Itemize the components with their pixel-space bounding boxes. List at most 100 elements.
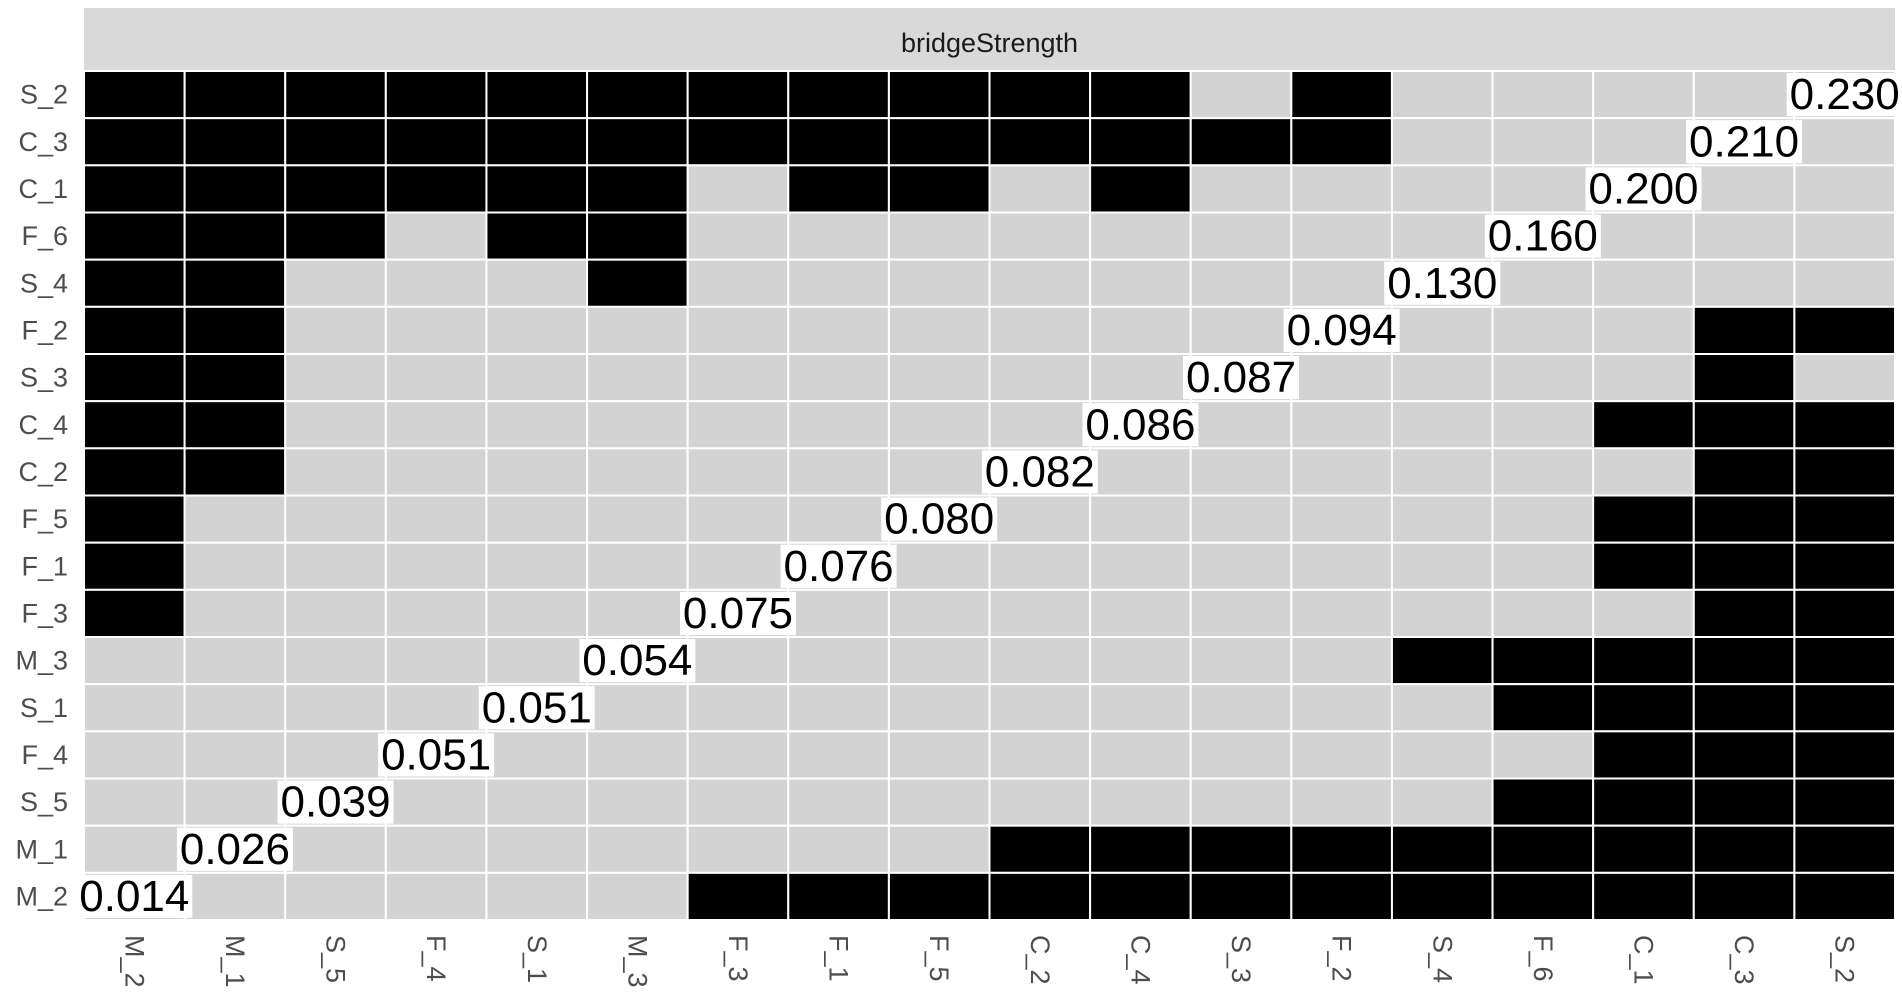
diagonal-label: 0.054 xyxy=(579,636,696,685)
heatmap-cell xyxy=(686,683,790,733)
heatmap-cell xyxy=(686,777,790,827)
heatmap-cell xyxy=(887,400,991,450)
diagonal-label-background xyxy=(1384,261,1501,305)
heatmap-cell xyxy=(586,211,689,261)
heatmap-cell xyxy=(1793,871,1897,921)
heatmap-cell xyxy=(284,117,387,167)
heatmap-cell xyxy=(1089,683,1192,733)
heatmap-cell xyxy=(988,400,1092,450)
x-tick-label: S_2 xyxy=(1830,935,1860,983)
heatmap-cell xyxy=(887,683,991,733)
heatmap-cell xyxy=(485,494,589,544)
heatmap-cell xyxy=(1491,117,1595,167)
heatmap-cell xyxy=(1692,588,1796,638)
heatmap-cell xyxy=(887,636,991,686)
x-axis: M_2 M_1 S_5 F_4 S_1 M_3 F_3 F_1 F_5 C_2 C_4 S_3 F_2 S… xyxy=(119,935,1859,988)
heatmap-cell xyxy=(1592,541,1695,591)
heatmap-cell xyxy=(1390,164,1494,214)
diagonal-value: 0.230 xyxy=(1790,70,1900,119)
x-tick-label: F_5 xyxy=(924,935,954,982)
heatmap-cell xyxy=(686,164,790,214)
diagonal-label-background xyxy=(176,827,293,871)
heatmap-cell xyxy=(83,164,186,214)
heatmap-cell xyxy=(1592,730,1695,780)
heatmap-cell xyxy=(787,164,890,214)
heatmap-cell xyxy=(887,730,991,780)
heatmap-cell xyxy=(1189,871,1293,921)
heatmap-cell xyxy=(686,70,790,120)
heatmap-cell xyxy=(1793,117,1897,167)
heatmap-cell xyxy=(1390,683,1494,733)
heatmap-cell xyxy=(1692,730,1796,780)
heatmap-cell xyxy=(485,305,589,356)
x-tick-label: S_3 xyxy=(1226,935,1256,983)
heatmap-cell xyxy=(1491,353,1595,403)
heatmap-cell xyxy=(384,211,488,261)
heatmap-cell xyxy=(485,636,589,686)
heatmap-cell xyxy=(1290,636,1393,686)
heatmap-cell xyxy=(384,117,488,167)
heatmap-cell xyxy=(83,730,186,780)
y-tick-label: S_2 xyxy=(20,80,68,110)
y-tick-label: C_2 xyxy=(18,457,68,487)
heatmap-cell xyxy=(1692,683,1796,733)
facet-strip xyxy=(84,8,1895,71)
y-axis: S_2 C_3 C_1 F_6 S_4 F_2 S_3 C_4 C_2 F_5 F_1 F_3 M_3 S… xyxy=(15,80,68,912)
heatmap-cell xyxy=(988,494,1092,544)
heatmap-cell xyxy=(1793,400,1897,450)
heatmap-cell xyxy=(787,730,890,780)
heatmap-cell xyxy=(284,164,387,214)
heatmap-cell xyxy=(485,588,589,638)
heatmap-cell xyxy=(988,305,1092,356)
heatmap-cell xyxy=(1491,683,1595,733)
heatmap-cell xyxy=(1592,636,1695,686)
heatmap-cell xyxy=(183,494,287,544)
heatmap-cell xyxy=(586,400,689,450)
heatmap-cell xyxy=(1592,211,1695,261)
heatmap-cell xyxy=(1592,824,1695,874)
heatmap-cell xyxy=(1793,305,1897,356)
x-tick-label: M_2 xyxy=(119,935,149,988)
heatmap-cell xyxy=(1290,824,1393,874)
heatmap-cell xyxy=(1089,164,1192,214)
diagonal-label-background xyxy=(1082,403,1199,447)
heatmap-cell xyxy=(686,494,790,544)
heatmap-cell xyxy=(1290,494,1393,544)
x-tick-label: S_4 xyxy=(1427,935,1457,983)
heatmap-cell xyxy=(183,588,287,638)
heatmap-cell xyxy=(1592,70,1695,120)
heatmap-cell xyxy=(1189,70,1293,120)
heatmap-cell xyxy=(1290,730,1393,780)
heatmap-cell xyxy=(1089,353,1192,403)
heatmap-cell xyxy=(1390,730,1494,780)
heatmap-cell xyxy=(1089,258,1192,308)
heatmap-cell xyxy=(284,730,387,780)
heatmap-cell xyxy=(284,683,387,733)
heatmap-cell xyxy=(787,871,890,921)
diagonal-value: 0.026 xyxy=(180,825,290,874)
heatmap-cell xyxy=(586,447,689,497)
heatmap-cell xyxy=(1189,305,1293,356)
diagonal-label: 0.160 xyxy=(1484,212,1601,261)
diagonal-value: 0.094 xyxy=(1287,306,1397,355)
heatmap-cell xyxy=(1290,588,1393,638)
x-tick-label: C_2 xyxy=(1025,935,1055,985)
heatmap-cell xyxy=(1793,211,1897,261)
heatmap-cell xyxy=(686,541,790,591)
heatmap-cell xyxy=(887,541,991,591)
diagonal-label: 0.039 xyxy=(277,778,394,827)
heatmap-cell xyxy=(1089,211,1192,261)
x-tick-label: S_5 xyxy=(321,935,351,983)
heatmap-cell xyxy=(887,447,991,497)
x-tick-label: F_6 xyxy=(1528,935,1558,982)
diagonal-label-background xyxy=(1786,73,1902,117)
heatmap-cell xyxy=(1793,824,1897,874)
heatmap-cell xyxy=(485,70,589,120)
heatmap-cell xyxy=(485,541,589,591)
y-tick-label: C_4 xyxy=(18,410,68,440)
heatmap-cell xyxy=(1390,824,1494,874)
heatmap-cell xyxy=(384,164,488,214)
heatmap-cell xyxy=(586,541,689,591)
heatmap-cell xyxy=(988,683,1092,733)
